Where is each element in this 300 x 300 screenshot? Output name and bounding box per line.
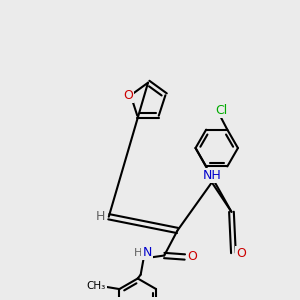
Text: O: O: [187, 250, 197, 263]
Text: H: H: [96, 210, 105, 223]
Text: N: N: [142, 246, 152, 259]
Text: NH: NH: [203, 169, 222, 182]
Text: H: H: [134, 248, 142, 258]
Text: O: O: [123, 89, 133, 102]
Text: Cl: Cl: [215, 104, 227, 117]
Text: O: O: [236, 247, 246, 260]
Text: CH₃: CH₃: [87, 280, 106, 290]
